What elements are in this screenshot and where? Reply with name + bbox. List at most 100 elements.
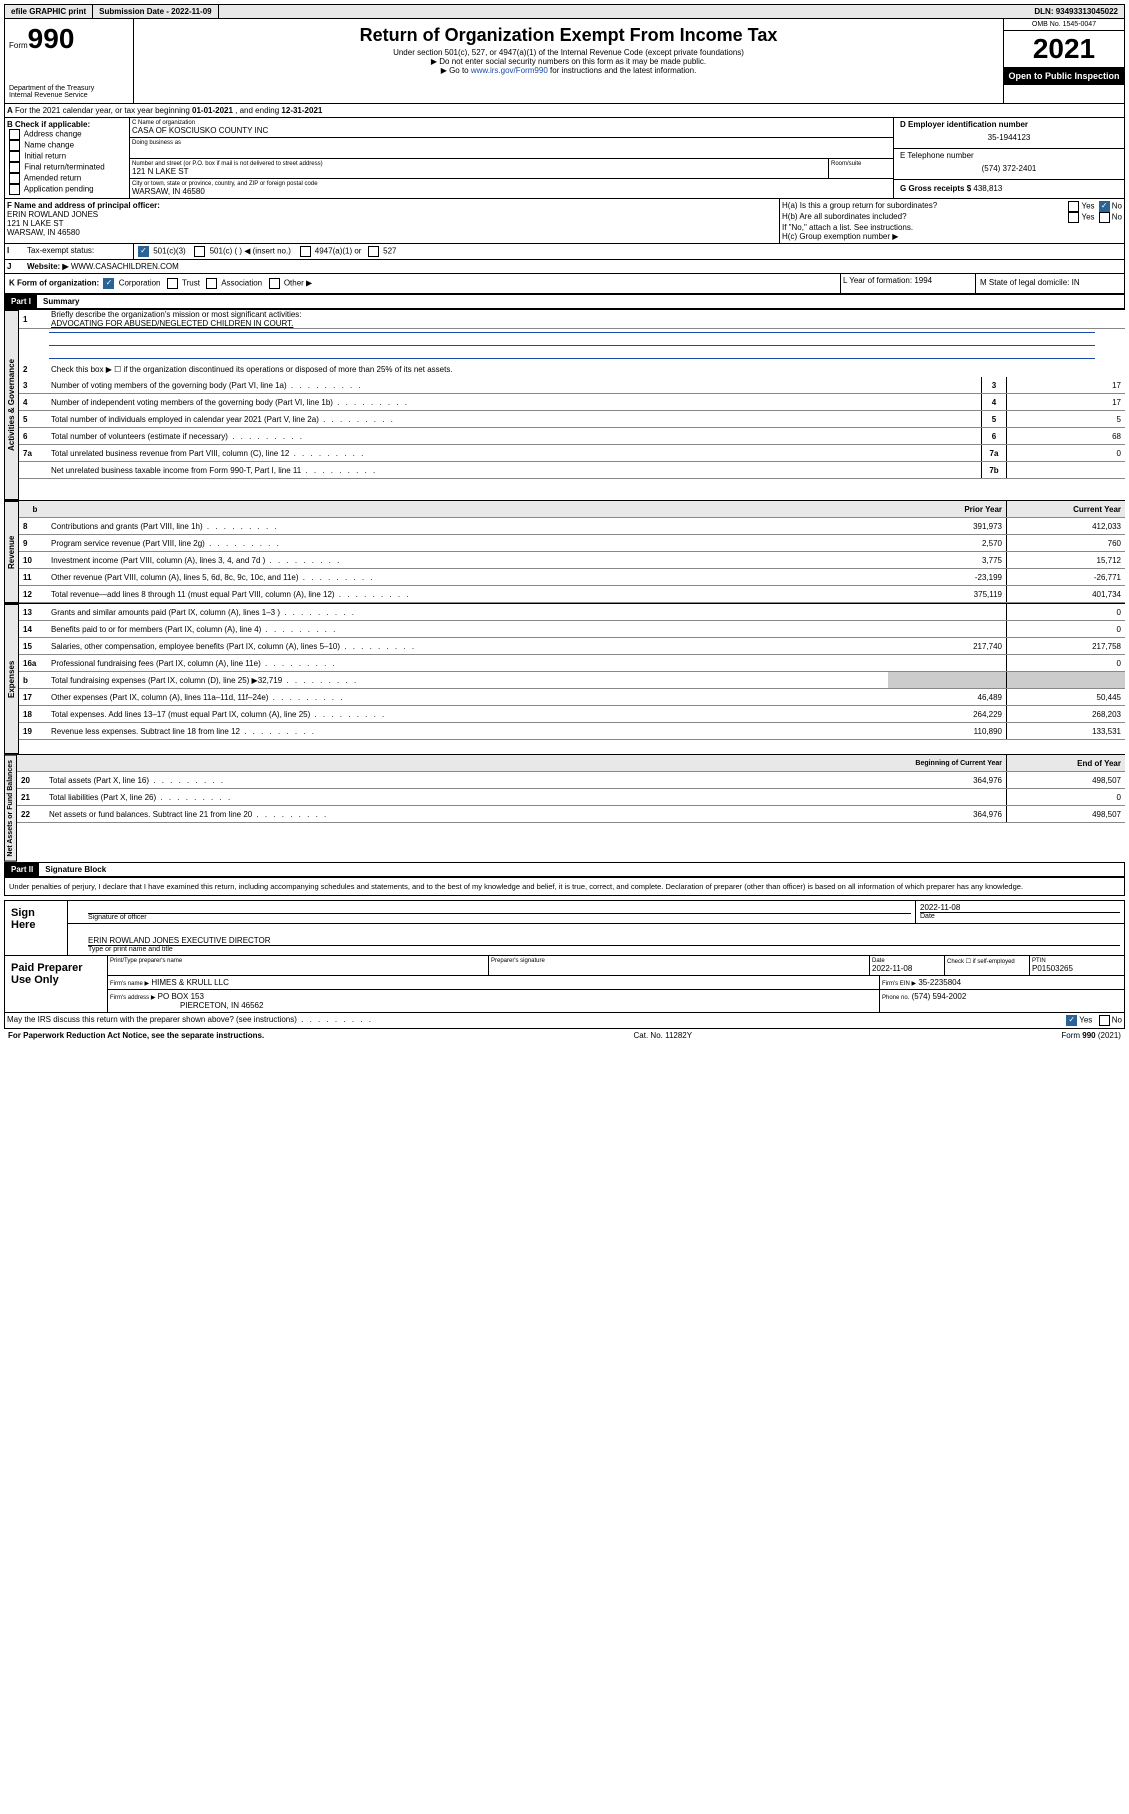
sig-officer-label: Signature of officer [88, 913, 911, 921]
hc-label: H(c) Group exemption number ▶ [782, 232, 1122, 241]
revenue-vlabel: Revenue [4, 501, 19, 603]
checkbox-option: Application pending [7, 184, 127, 195]
table-row: 14Benefits paid to or for members (Part … [19, 621, 1125, 638]
checkbox-option: Address change [7, 129, 127, 140]
firm-addr2: PIERCETON, IN 46562 [110, 1001, 263, 1010]
paid-preparer-block: Paid Preparer Use Only Print/Type prepar… [4, 956, 1125, 1013]
table-row: 21Total liabilities (Part X, line 26)0 [17, 789, 1125, 806]
firm-name: HIMES & KRULL LLC [151, 978, 229, 987]
domicile-state: IN [1072, 278, 1080, 287]
table-row: 3Number of voting members of the governi… [19, 377, 1125, 394]
table-row: 10Investment income (Part VIII, column (… [19, 552, 1125, 569]
declaration-text: Under penalties of perjury, I declare th… [4, 877, 1125, 896]
d-ein-label: D Employer identification number [900, 120, 1118, 129]
officer-signature-name: ERIN ROWLAND JONES EXECUTIVE DIRECTOR [88, 936, 1120, 945]
page-footer: For Paperwork Reduction Act Notice, see … [4, 1029, 1125, 1042]
phone-value: (574) 372-2401 [900, 160, 1118, 177]
ha-no-check: ✓ [1099, 201, 1110, 212]
table-row: 4Number of independent voting members of… [19, 394, 1125, 411]
f-h-block: F Name and address of principal officer:… [4, 199, 1125, 244]
expenses-vlabel: Expenses [4, 604, 19, 754]
table-row: 17Other expenses (Part IX, column (A), l… [19, 689, 1125, 706]
mission-text: ADVOCATING FOR ABUSED/NEGLECTED CHILDREN… [51, 319, 293, 328]
sign-here-block: Sign Here Signature of officer 2022-11-0… [4, 900, 1125, 956]
omb-number: OMB No. 1545-0047 [1004, 19, 1124, 31]
submission-date: Submission Date - 2022-11-09 [93, 5, 219, 18]
table-row: Net unrelated business taxable income fr… [19, 462, 1125, 479]
table-row: 18Total expenses. Add lines 13–17 (must … [19, 706, 1125, 723]
table-row: 13Grants and similar amounts paid (Part … [19, 604, 1125, 621]
irs-label: Internal Revenue Service [9, 92, 129, 99]
ha-label: H(a) Is this a group return for subordin… [782, 201, 1066, 212]
table-row: 7aTotal unrelated business revenue from … [19, 445, 1125, 462]
form-number: 990 [28, 23, 75, 54]
ptin: P01503265 [1032, 964, 1122, 973]
table-row: 19Revenue less expenses. Subtract line 1… [19, 723, 1125, 740]
corp-check: ✓ [103, 278, 114, 289]
top-bar: efile GRAPHIC print Submission Date - 20… [4, 4, 1125, 19]
501c3-check: ✓ [138, 246, 149, 257]
form-header: Form990 Department of the Treasury Inter… [4, 19, 1125, 104]
year-formation: 1994 [914, 276, 932, 285]
table-row: 22Net assets or fund balances. Subtract … [17, 806, 1125, 823]
governance-section: Activities & Governance 1Briefly describ… [4, 309, 1125, 500]
f-officer-label: F Name and address of principal officer: [7, 201, 777, 210]
firm-phone: (574) 594-2002 [912, 992, 967, 1001]
hb-note: If "No," attach a list. See instructions… [782, 223, 1122, 232]
k-l-m-row: K Form of organization: ✓ Corporation Tr… [4, 274, 1125, 294]
part1-header: Part ISummary [4, 294, 1125, 309]
tax-year: 2021 [1004, 31, 1124, 67]
table-row: bTotal fundraising expenses (Part IX, co… [19, 672, 1125, 689]
form-label: Form [9, 41, 28, 50]
dln: DLN: 93493313045022 [1028, 5, 1124, 18]
table-row: 5Total number of individuals employed in… [19, 411, 1125, 428]
gross-receipts: 438,813 [973, 184, 1002, 193]
sig-date: 2022-11-08 [920, 903, 1120, 912]
table-row: 20Total assets (Part X, line 16)364,9764… [17, 772, 1125, 789]
checkbox-option: Amended return [7, 173, 127, 184]
line2-text: Check this box ▶ ☐ if the organization d… [51, 365, 1125, 374]
hb-label: H(b) Are all subordinates included? [782, 212, 1066, 223]
officer-addr1: 121 N LAKE ST [7, 219, 777, 228]
firm-addr1: PO BOX 153 [158, 992, 204, 1001]
part2-header: Part IISignature Block [4, 862, 1125, 877]
irs-link[interactable]: www.irs.gov/Form990 [471, 66, 548, 75]
expenses-section: Expenses 13Grants and similar amounts pa… [4, 603, 1125, 754]
subtitle-1: Under section 501(c), 527, or 4947(a)(1)… [138, 48, 999, 57]
checkbox-option: Final return/terminated [7, 162, 127, 173]
officer-addr2: WARSAW, IN 46580 [7, 228, 777, 237]
street-address: 121 N LAKE ST [132, 167, 826, 176]
website-url: WWW.CASACHILDREN.COM [71, 262, 179, 271]
revenue-section: Revenue bPrior YearCurrent Year 8Contrib… [4, 500, 1125, 603]
org-name: CASA OF KOSCIUSKO COUNTY INC [132, 126, 891, 135]
table-row: 16aProfessional fundraising fees (Part I… [19, 655, 1125, 672]
checkbox-option: Initial return [7, 151, 127, 162]
i-tax-exempt: I Tax-exempt status: ✓ 501(c)(3) 501(c) … [4, 244, 1125, 260]
table-row: 6Total number of volunteers (estimate if… [19, 428, 1125, 445]
e-phone-label: E Telephone number [900, 151, 1118, 160]
table-row: 12Total revenue—add lines 8 through 11 (… [19, 586, 1125, 603]
balance-section: Net Assets or Fund Balances Beginning of… [4, 754, 1125, 862]
discuss-row: May the IRS discuss this return with the… [4, 1013, 1125, 1029]
balance-vlabel: Net Assets or Fund Balances [4, 755, 17, 862]
ein-value: 35-1944123 [900, 129, 1118, 146]
firm-ein: 35-2235804 [918, 978, 961, 987]
form-title: Return of Organization Exempt From Incom… [138, 25, 999, 46]
governance-vlabel: Activities & Governance [4, 310, 19, 500]
g-gross-label: G Gross receipts $ [900, 184, 971, 193]
section-b-label: B Check if applicable: [7, 120, 127, 129]
table-row: 11Other revenue (Part VIII, column (A), … [19, 569, 1125, 586]
officer-name: ERIN ROWLAND JONES [7, 210, 777, 219]
discuss-yes-check: ✓ [1066, 1015, 1077, 1026]
open-public: Open to Public Inspection [1004, 67, 1124, 85]
table-row: 15Salaries, other compensation, employee… [19, 638, 1125, 655]
subtitle-3: ▶ Go to www.irs.gov/Form990 for instruct… [138, 66, 999, 75]
room-label: Room/suite [831, 161, 891, 167]
subtitle-2: ▶ Do not enter social security numbers o… [138, 57, 999, 66]
j-website: J Website: ▶ WWW.CASACHILDREN.COM [4, 260, 1125, 274]
dept-treasury: Department of the Treasury [9, 85, 129, 92]
prep-date: 2022-11-08 [872, 964, 942, 973]
header-block: B Check if applicable: Address change Na… [4, 118, 1125, 199]
efile-print[interactable]: efile GRAPHIC print [5, 5, 93, 18]
table-row: 9Program service revenue (Part VIII, lin… [19, 535, 1125, 552]
